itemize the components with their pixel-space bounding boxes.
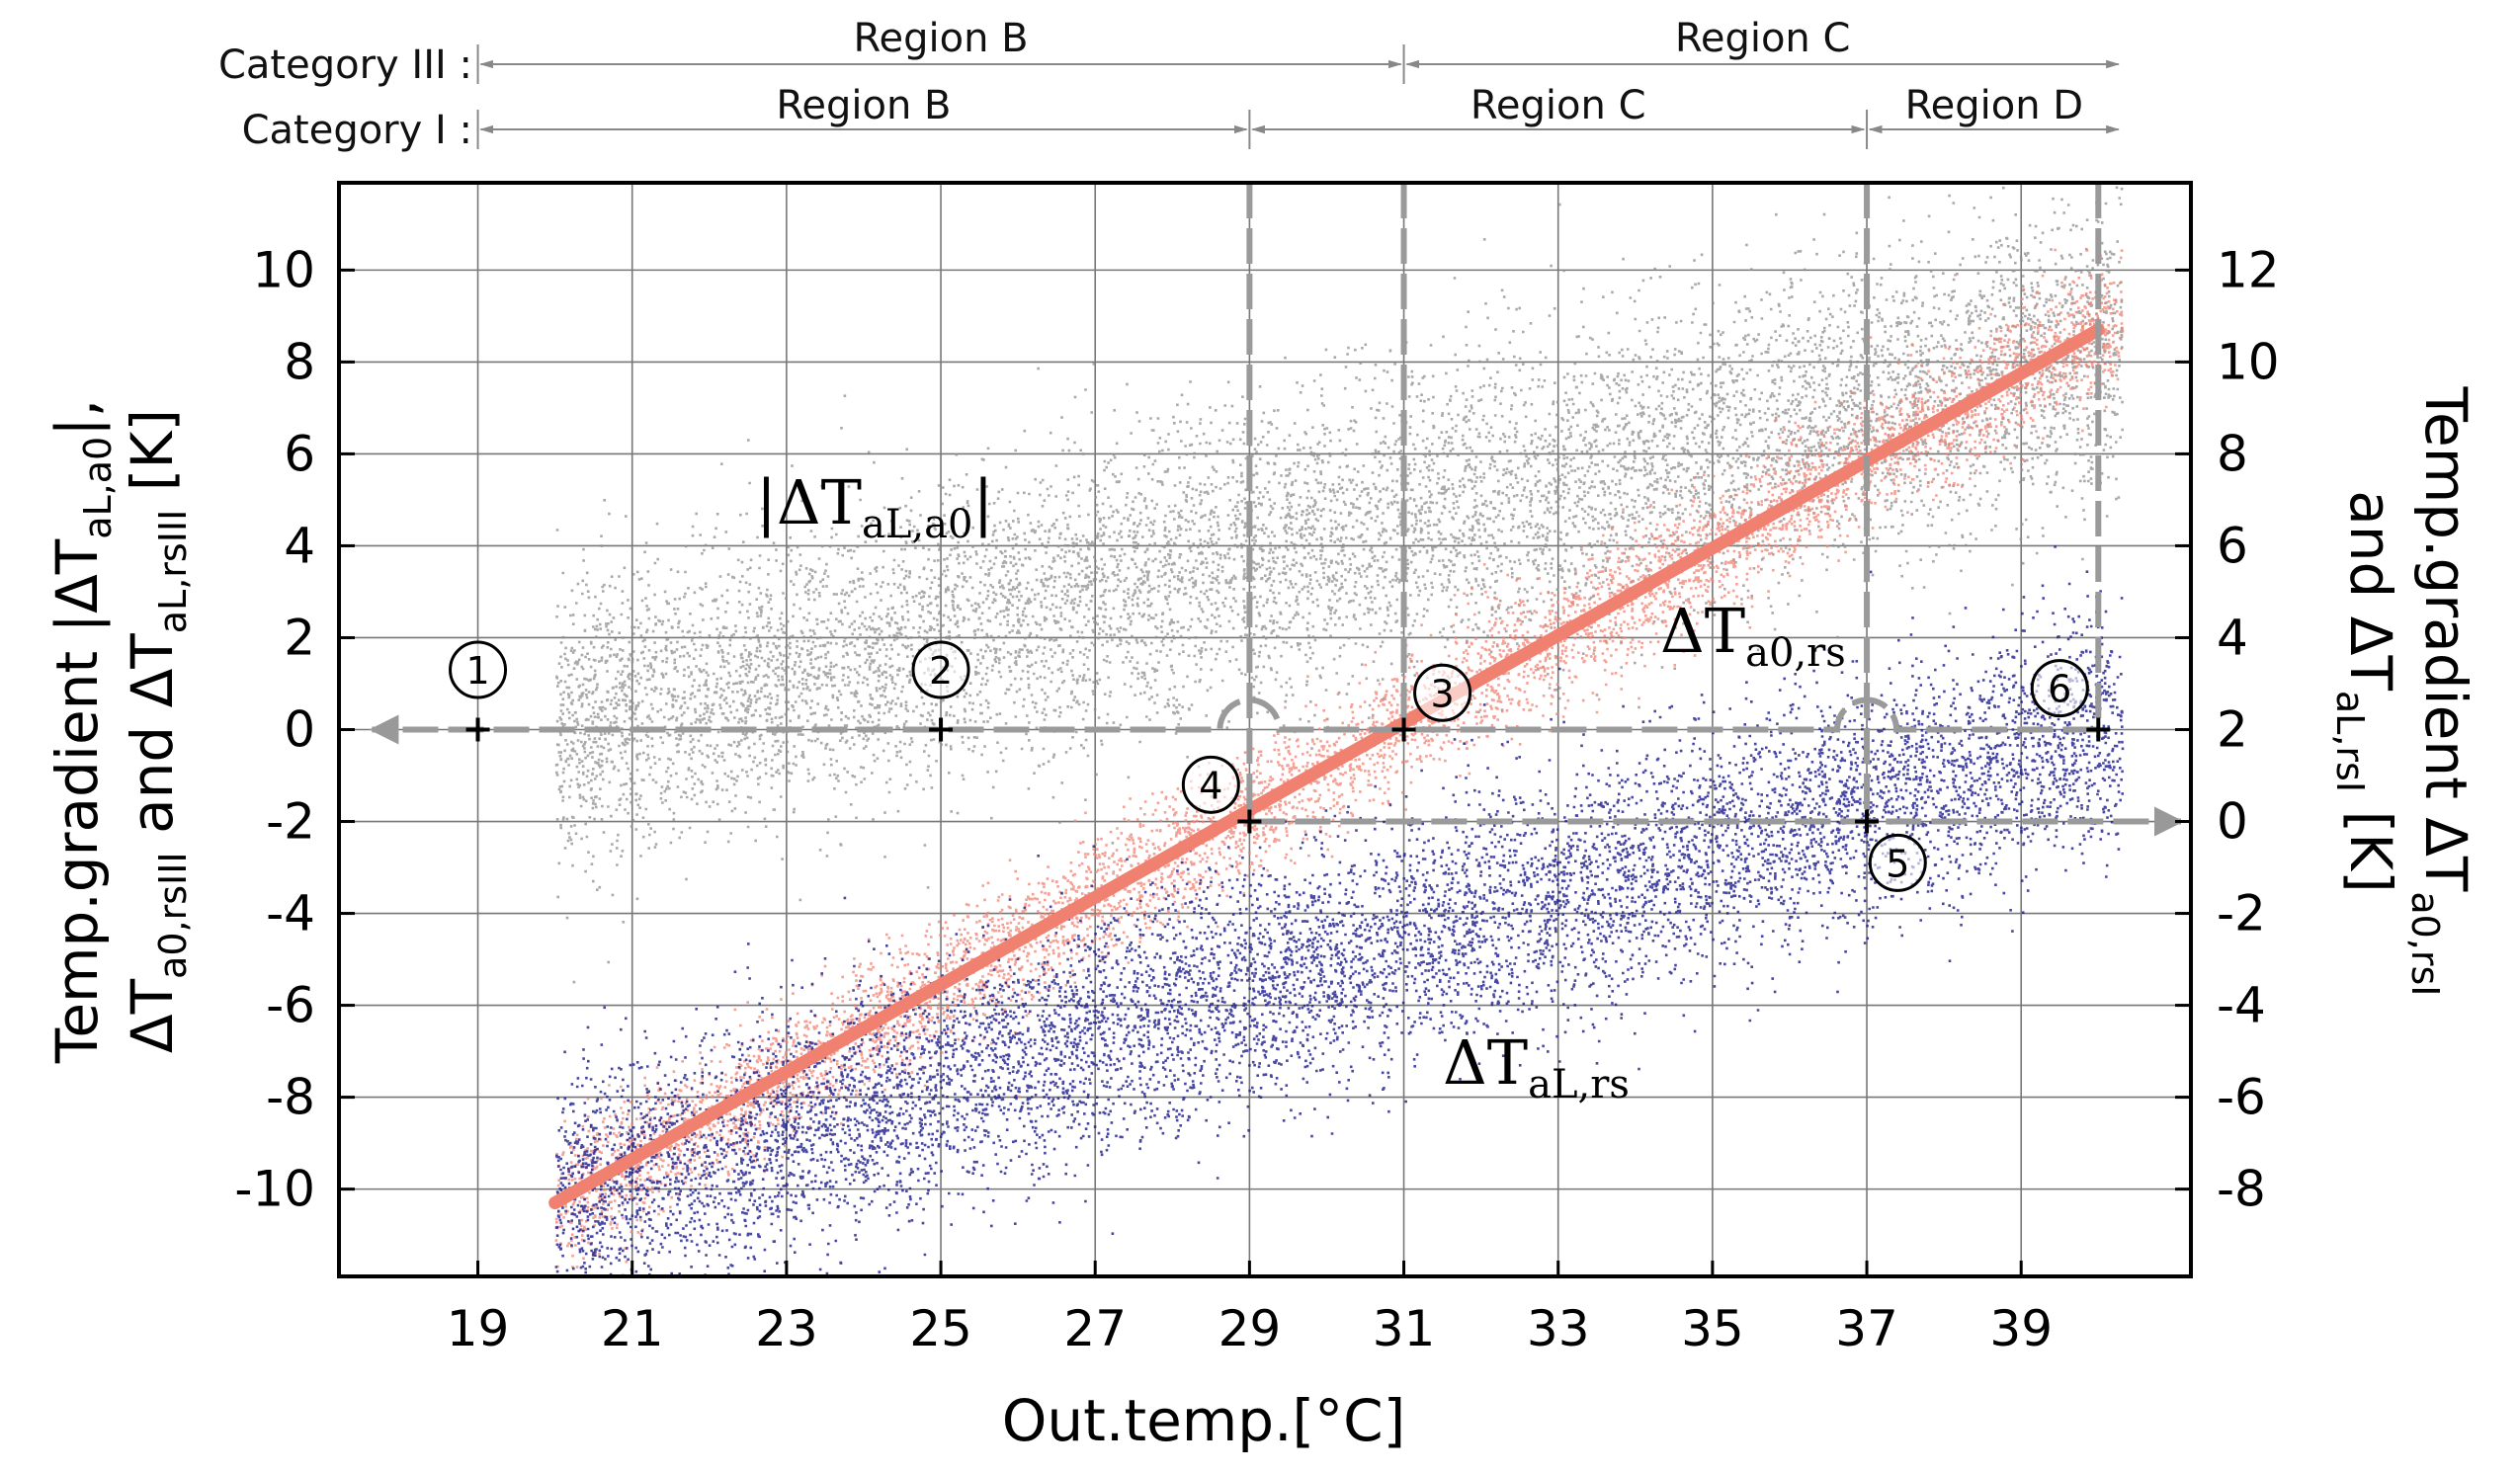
- y-axis-title-left: Temp.gradient |ΔTaL,a0|, ΔTa0,rsIII and …: [43, 399, 195, 1064]
- y-right-tick-label: -8: [2217, 1161, 2266, 1218]
- x-tick-label: 31: [1373, 1300, 1436, 1357]
- marker-cross: [2086, 717, 2111, 742]
- marker-label: 3: [1430, 672, 1454, 715]
- y-right-tick-label: -2: [2217, 885, 2266, 942]
- y-left-tick-label: -6: [266, 977, 315, 1034]
- series-label-red: ΔTa0,rs: [1660, 595, 1846, 676]
- x-tick-label: 27: [1063, 1300, 1127, 1357]
- marker-layer: 1 2 3 4 5 6: [449, 640, 2111, 892]
- y-right-tick-label: -4: [2217, 977, 2266, 1034]
- x-tick-label: 35: [1681, 1300, 1744, 1357]
- y-left-tick-label: 0: [284, 701, 315, 759]
- x-tick-label: 33: [1527, 1300, 1590, 1357]
- y-left-tick-label: 4: [284, 517, 315, 574]
- marker-circle: [449, 640, 508, 699]
- marker-circle: [1868, 833, 1927, 892]
- y-left-tick-label: 8: [284, 333, 315, 390]
- region-bars: Category III : Region B Region C Category I…: [218, 16, 2121, 153]
- y-left-tick-label: 6: [284, 425, 315, 482]
- svg-text:Temp.gradient |ΔTaL,a0|,: Temp.gradient |ΔTaL,a0|,: [43, 399, 120, 1064]
- y-right-tick-label: 12: [2217, 241, 2280, 298]
- category-iii-segment-label: Region C: [1675, 16, 1851, 61]
- category-iii-segment-label: Region B: [854, 16, 1029, 61]
- y-right-tick-label: 4: [2217, 609, 2248, 666]
- category-i-segment-label: Region B: [776, 83, 951, 128]
- y-left-tick-label: -4: [266, 885, 315, 942]
- x-tick-label: 37: [1835, 1300, 1898, 1357]
- y-left-tick-label: -10: [234, 1161, 315, 1218]
- reference-line-left-zero: [369, 696, 2099, 745]
- svg-text:ΔTa0,rsIII and ΔTaL,rsIII [K]: ΔTa0,rsIII and ΔTaL,rsIII [K]: [119, 409, 195, 1053]
- marker-cross: [1237, 809, 1262, 834]
- marker-circle: [1413, 663, 1472, 722]
- marker-cross: [1855, 809, 1880, 834]
- y-right-tick-label: -6: [2217, 1069, 2266, 1126]
- x-tick-label: 19: [447, 1300, 510, 1357]
- marker-cross: [929, 717, 954, 742]
- y-left-tick-label: 2: [284, 609, 315, 666]
- category-iii-label: Category III :: [218, 42, 472, 88]
- category-i-label: Category I :: [242, 108, 472, 153]
- y-right-tick-label: 10: [2217, 333, 2280, 390]
- x-tick-label: 39: [1989, 1300, 2053, 1357]
- x-tick-label: 25: [909, 1300, 972, 1357]
- svg-text:Temp.gradient ΔTa0,rsI: Temp.gradient ΔTa0,rsI: [2403, 385, 2479, 996]
- y-right-tick-label: 8: [2217, 425, 2248, 482]
- marker-label: 4: [1199, 764, 1222, 807]
- marker-circle: [911, 640, 970, 699]
- category-i-segment-label: Region D: [1905, 83, 2083, 128]
- y-left-tick-label: 10: [252, 241, 315, 298]
- y-right-tick-label: 2: [2217, 701, 2248, 759]
- category-i-segment-label: Region C: [1470, 83, 1646, 128]
- x-tick-label: 29: [1218, 1300, 1282, 1357]
- x-tick-label: 23: [755, 1300, 818, 1357]
- series-label-gray: |ΔTaL,a0|: [756, 466, 993, 547]
- reference-lines: [369, 183, 2184, 837]
- marker-cross: [1391, 717, 1416, 742]
- marker-circle: [1181, 755, 1240, 814]
- fit-line-layer: [548, 323, 2105, 1210]
- fit-line: [548, 323, 2105, 1210]
- marker-circle: [2030, 659, 2089, 718]
- y-right-tick-label: 0: [2217, 793, 2248, 851]
- series-label-blue: ΔTaL,rs: [1443, 1026, 1630, 1107]
- marker-label: 6: [2048, 668, 2071, 711]
- y-left-tick-label: -8: [266, 1069, 315, 1126]
- tick-layer: 19 21 23 25 27 29 31 33 35 37 391086420-2-4-6-8-10…: [234, 241, 2279, 1357]
- x-axis-title: Out.temp.[°C]: [1002, 1387, 1406, 1454]
- y-axis-title-right: Temp.gradient ΔTa0,rsI and ΔTaL,rsI [K]: [2328, 385, 2479, 996]
- svg-text:and ΔTaL,rsI [K]: and ΔTaL,rsI [K]: [2328, 490, 2404, 893]
- y-left-tick-label: -2: [266, 793, 315, 851]
- marker-label: 1: [465, 649, 489, 693]
- x-tick-label: 21: [601, 1300, 664, 1357]
- marker-label: 2: [929, 649, 953, 693]
- marker-cross: [465, 717, 490, 742]
- marker-label: 5: [1886, 842, 1909, 885]
- y-right-tick-label: 6: [2217, 517, 2248, 574]
